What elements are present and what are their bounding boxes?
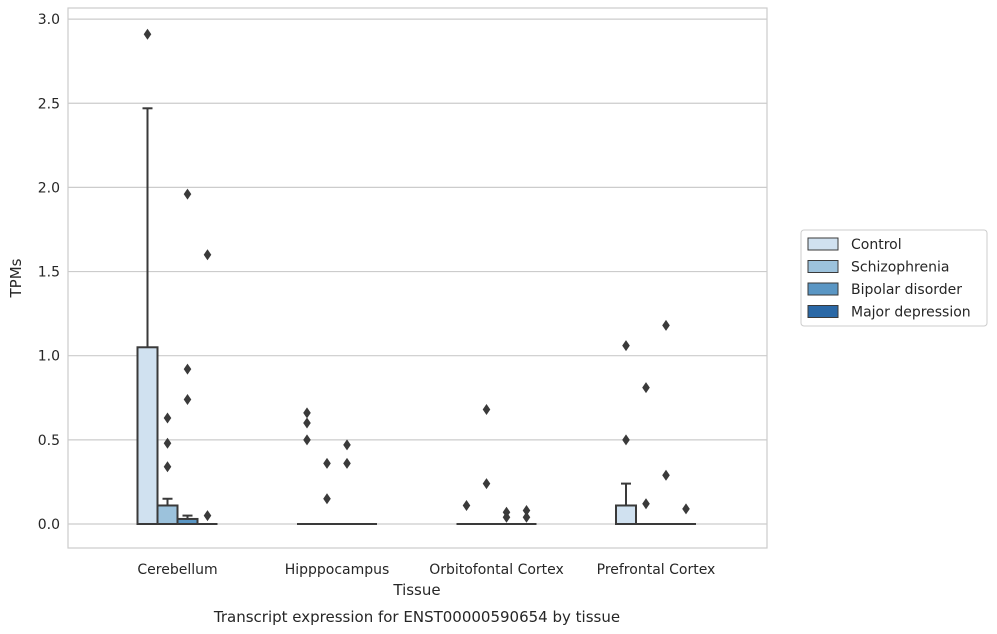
outlier-point: [163, 412, 172, 424]
box-bipolar-disorder: [496, 506, 517, 525]
outlier-point: [323, 457, 331, 469]
outlier-point: [482, 478, 491, 490]
legend-label: Bipolar disorder: [851, 282, 962, 298]
outlier-point: [522, 505, 531, 517]
y-tick-label: 1.5: [38, 265, 60, 281]
outlier-point: [343, 457, 351, 469]
plot-area: [67, 7, 768, 549]
outlier-point: [323, 493, 331, 505]
box-schizophrenia: [476, 404, 497, 525]
box-body: [156, 504, 179, 525]
outlier-point: [642, 498, 650, 510]
outlier-point: [462, 499, 471, 511]
box-body: [615, 504, 637, 525]
y-axis-ticks: 0.0 0.5 1.0 1.5 2.0 2.5 3.0: [38, 12, 60, 533]
x-tick-label: Orbitofontal Cortex: [429, 562, 564, 578]
box-control: [136, 28, 159, 525]
x-axis-label: Tissue: [392, 581, 440, 599]
outlier-point: [203, 510, 212, 522]
box-body: [136, 346, 159, 525]
outlier-point: [662, 469, 670, 481]
grid-layer: [68, 18, 767, 525]
legend-swatch: [807, 237, 839, 251]
outlier-point: [203, 249, 212, 261]
legend-items: Control Schizophrenia Bipolar disorder Majo…: [807, 237, 971, 321]
legend-label: Major depression: [851, 305, 971, 321]
outlier-point: [343, 439, 351, 451]
outlier-point: [622, 434, 630, 446]
legend-swatch: [807, 260, 839, 273]
legend-swatch: [807, 282, 839, 296]
legend-label: Schizophrenia: [851, 260, 949, 276]
box-control: [297, 407, 317, 525]
box-major-depression: [516, 505, 537, 525]
box-bipolar-disorder: [656, 319, 676, 525]
outlier-point: [662, 319, 670, 331]
outlier-point: [482, 404, 491, 416]
y-tick-label: 0.0: [38, 517, 60, 533]
box-control: [615, 340, 637, 525]
box-layer: [136, 28, 696, 525]
y-tick-label: 2.0: [38, 180, 60, 196]
x-tick-label: Cerebellum: [137, 562, 217, 578]
box-schizophrenia: [317, 457, 337, 525]
x-tick-label: Prefrontal Cortex: [597, 562, 716, 578]
legend-frame: [800, 229, 988, 327]
y-tick-label: 3.0: [38, 12, 60, 28]
y-axis-label: TPMs: [7, 258, 25, 298]
outlier-point: [183, 393, 192, 405]
outlier-point: [622, 340, 630, 352]
box-major-depression: [197, 249, 218, 525]
y-tick-label: 1.0: [38, 349, 60, 365]
box-schizophrenia: [636, 382, 656, 525]
box-major-depression: [676, 503, 696, 525]
outlier-point: [183, 188, 192, 200]
box-schizophrenia: [156, 412, 179, 525]
outlier-point: [303, 417, 311, 429]
outlier-point: [682, 503, 690, 515]
x-axis-ticks: Cerebellum Hipppocampus Orbitofontal Corte…: [137, 562, 715, 578]
outlier-point: [522, 511, 531, 523]
outlier-point: [502, 511, 511, 523]
outlier-point: [642, 382, 650, 394]
box-bipolar-disorder: [337, 439, 357, 525]
outlier-point: [143, 28, 152, 40]
y-tick-label: 2.5: [38, 96, 60, 112]
box-bipolar-disorder: [176, 188, 199, 525]
outlier-point: [183, 363, 192, 375]
x-tick-label: Hipppocampus: [285, 562, 390, 578]
outlier-point: [303, 407, 311, 419]
legend-swatch: [807, 305, 839, 318]
legend: Control Schizophrenia Bipolar disorder Majo…: [800, 229, 988, 327]
chart-title: Transcript expression for ENST0000059065…: [213, 608, 620, 626]
outlier-point: [163, 437, 172, 449]
y-tick-label: 0.5: [38, 433, 60, 449]
box-control: [456, 499, 477, 525]
outlier-point: [303, 434, 311, 446]
legend-label: Control: [851, 237, 902, 253]
outlier-point: [163, 461, 172, 473]
